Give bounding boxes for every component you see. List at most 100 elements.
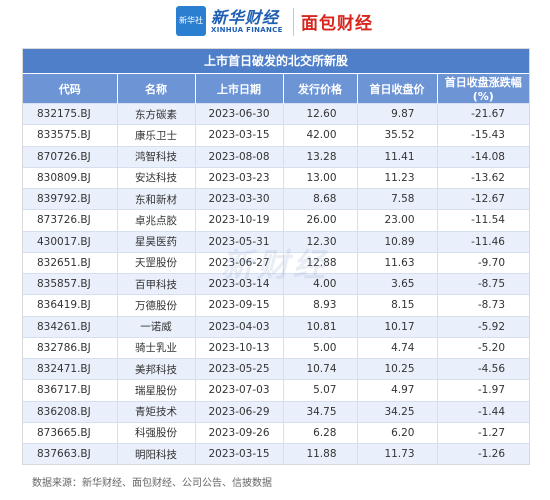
cell-issue-price: 11.88 <box>283 443 358 465</box>
cell-issue-price: 13.28 <box>283 145 358 168</box>
table-row: 837663.BJ 明阳科技 2023-03-15 11.88 11.73 -1.26 <box>23 443 529 465</box>
cell-issue-price: 42.00 <box>283 124 358 146</box>
cell-issue-price: 6.28 <box>283 421 358 444</box>
cell-name: 星昊医药 <box>117 230 196 253</box>
cell-listing-date: 2023-06-30 <box>195 102 284 125</box>
cell-issue-price: 13.00 <box>283 166 358 189</box>
cell-first-day-close: 7.58 <box>357 187 438 210</box>
column-header-name: 名称 <box>117 74 196 104</box>
cell-listing-date: 2023-10-19 <box>195 209 284 231</box>
table-row: 834261.BJ 一诺威 2023-04-03 10.81 10.17 -5.92 <box>23 315 529 338</box>
column-header-first-day-change: 首日收盘涨跌幅(%) <box>437 74 529 104</box>
cell-issue-price: 12.60 <box>283 102 358 125</box>
cell-name: 瑞星股份 <box>117 379 196 401</box>
cell-name: 青矩技术 <box>117 400 196 423</box>
cell-name: 康乐卫士 <box>117 124 196 146</box>
cell-first-day-close: 11.73 <box>357 443 438 465</box>
cell-first-day-close: 23.00 <box>357 209 438 231</box>
cell-listing-date: 2023-03-30 <box>195 187 284 210</box>
table-title: 上市首日破发的北交所新股 <box>23 49 529 74</box>
data-source-note: 数据来源：新华财经、面包财经、公司公告、信披数据 <box>32 478 272 489</box>
cell-code: 834261.BJ <box>23 315 118 338</box>
cell-first-day-change: -8.75 <box>437 272 529 295</box>
ipo-table-container: 上市首日破发的北交所新股 代码 名称 上市日期 发行价格 首日收盘价 首日收盘涨… <box>22 48 530 466</box>
cell-listing-date: 2023-03-15 <box>195 124 284 146</box>
cell-code: 870726.BJ <box>23 145 118 168</box>
cell-first-day-close: 4.74 <box>357 336 438 359</box>
cell-first-day-close: 11.41 <box>357 145 438 168</box>
table-header-row: 代码 名称 上市日期 发行价格 首日收盘价 首日收盘涨跌幅(%) <box>23 74 529 104</box>
cell-code: 836717.BJ <box>23 379 118 401</box>
cell-first-day-change: -15.43 <box>437 124 529 146</box>
cell-issue-price: 34.75 <box>283 400 358 423</box>
column-header-listing-date: 上市日期 <box>195 74 284 104</box>
cell-issue-price: 10.74 <box>283 357 358 380</box>
cell-issue-price: 12.30 <box>283 230 358 253</box>
table-row: 836419.BJ 万德股份 2023-09-15 8.93 8.15 -8.73 <box>23 294 529 316</box>
table-row: 836208.BJ 青矩技术 2023-06-29 34.75 34.25 -1.44 <box>23 400 529 423</box>
table-row: 833575.BJ 康乐卫士 2023-03-15 42.00 35.52 -15.43 <box>23 124 529 146</box>
cell-code: 873726.BJ <box>23 209 118 231</box>
cell-first-day-change: -4.56 <box>437 357 529 380</box>
cell-listing-date: 2023-06-29 <box>195 400 284 423</box>
cell-issue-price: 4.00 <box>283 272 358 295</box>
cell-code: 832175.BJ <box>23 102 118 125</box>
cell-first-day-change: -21.67 <box>437 102 529 125</box>
table-row: 832786.BJ 骑士乳业 2023-10-13 5.00 4.74 -5.20 <box>23 336 529 359</box>
cell-first-day-change: -12.67 <box>437 187 529 210</box>
cell-listing-date: 2023-03-23 <box>195 166 284 189</box>
table-row: 870726.BJ 鸿智科技 2023-08-08 13.28 11.41 -14.08 <box>23 145 529 168</box>
cell-issue-price: 5.07 <box>283 379 358 401</box>
cell-name: 一诺威 <box>117 315 196 338</box>
cell-issue-price: 26.00 <box>283 209 358 231</box>
column-header-issue-price: 发行价格 <box>283 74 358 104</box>
cell-name: 安达科技 <box>117 166 196 189</box>
cell-listing-date: 2023-07-03 <box>195 379 284 401</box>
cell-issue-price: 12.88 <box>283 251 358 274</box>
mianbao-finance-brand: 面包财经 <box>301 14 373 34</box>
cell-first-day-change: -11.54 <box>437 209 529 231</box>
cell-first-day-change: -1.44 <box>437 400 529 423</box>
table-row: 836717.BJ 瑞星股份 2023-07-03 5.07 4.97 -1.97 <box>23 379 529 401</box>
cell-issue-price: 8.93 <box>283 294 358 316</box>
cell-name: 百甲科技 <box>117 272 196 295</box>
cell-first-day-close: 4.97 <box>357 379 438 401</box>
cell-first-day-change: -1.27 <box>437 421 529 444</box>
cell-name: 美邦科技 <box>117 357 196 380</box>
column-header-first-day-close: 首日收盘价 <box>357 74 438 104</box>
cell-first-day-close: 3.65 <box>357 272 438 295</box>
cell-code: 837663.BJ <box>23 443 118 465</box>
cell-listing-date: 2023-08-08 <box>195 145 284 168</box>
cell-code: 833575.BJ <box>23 124 118 146</box>
table-body: 832175.BJ 东方碳素 2023-06-30 12.60 9.87 -21.67 83… <box>23 102 529 465</box>
cell-listing-date: 2023-09-15 <box>195 294 284 316</box>
cell-name: 鸿智科技 <box>117 145 196 168</box>
cell-code: 430017.BJ <box>23 230 118 253</box>
watermark: 新财经 <box>220 246 329 284</box>
brand-divider <box>293 8 294 36</box>
cell-first-day-close: 35.52 <box>357 124 438 146</box>
table-row: 832471.BJ 美邦科技 2023-05-25 10.74 10.25 -4.56 <box>23 357 529 380</box>
cell-first-day-change: -13.62 <box>437 166 529 189</box>
cell-first-day-close: 11.23 <box>357 166 438 189</box>
cell-listing-date: 2023-03-14 <box>195 272 284 295</box>
table-row: 835857.BJ 百甲科技 2023-03-14 4.00 3.65 -8.75 <box>23 272 529 295</box>
cell-first-day-close: 10.17 <box>357 315 438 338</box>
cell-first-day-change: -8.73 <box>437 294 529 316</box>
cell-name: 明阳科技 <box>117 443 196 465</box>
cell-name: 东和新材 <box>117 187 196 210</box>
table-row: 873726.BJ 卓兆点胶 2023-10-19 26.00 23.00 -11.54 <box>23 209 529 231</box>
brand-header: 新华社 新华财经 XINHUA FINANCE 面包财经 <box>0 0 550 46</box>
cell-issue-price: 10.81 <box>283 315 358 338</box>
table-row: 873665.BJ 科强股份 2023-09-26 6.28 6.20 -1.27 <box>23 421 529 444</box>
cell-first-day-change: -11.46 <box>437 230 529 253</box>
cell-first-day-change: -14.08 <box>437 145 529 168</box>
ipo-table: 代码 名称 上市日期 发行价格 首日收盘价 首日收盘涨跌幅(%) 832175.… <box>23 74 529 465</box>
cell-first-day-change: -5.92 <box>437 315 529 338</box>
xinhua-logo: 新华社 <box>176 6 206 36</box>
table-row: 832651.BJ 天罡股份 2023-06-27 12.88 11.63 -9.70 <box>23 251 529 274</box>
table-row: 839792.BJ 东和新材 2023-03-30 8.68 7.58 -12.67 <box>23 187 529 210</box>
cell-name: 天罡股份 <box>117 251 196 274</box>
xinhua-finance-brand: 新华财经 <box>211 8 280 27</box>
cell-listing-date: 2023-04-03 <box>195 315 284 338</box>
